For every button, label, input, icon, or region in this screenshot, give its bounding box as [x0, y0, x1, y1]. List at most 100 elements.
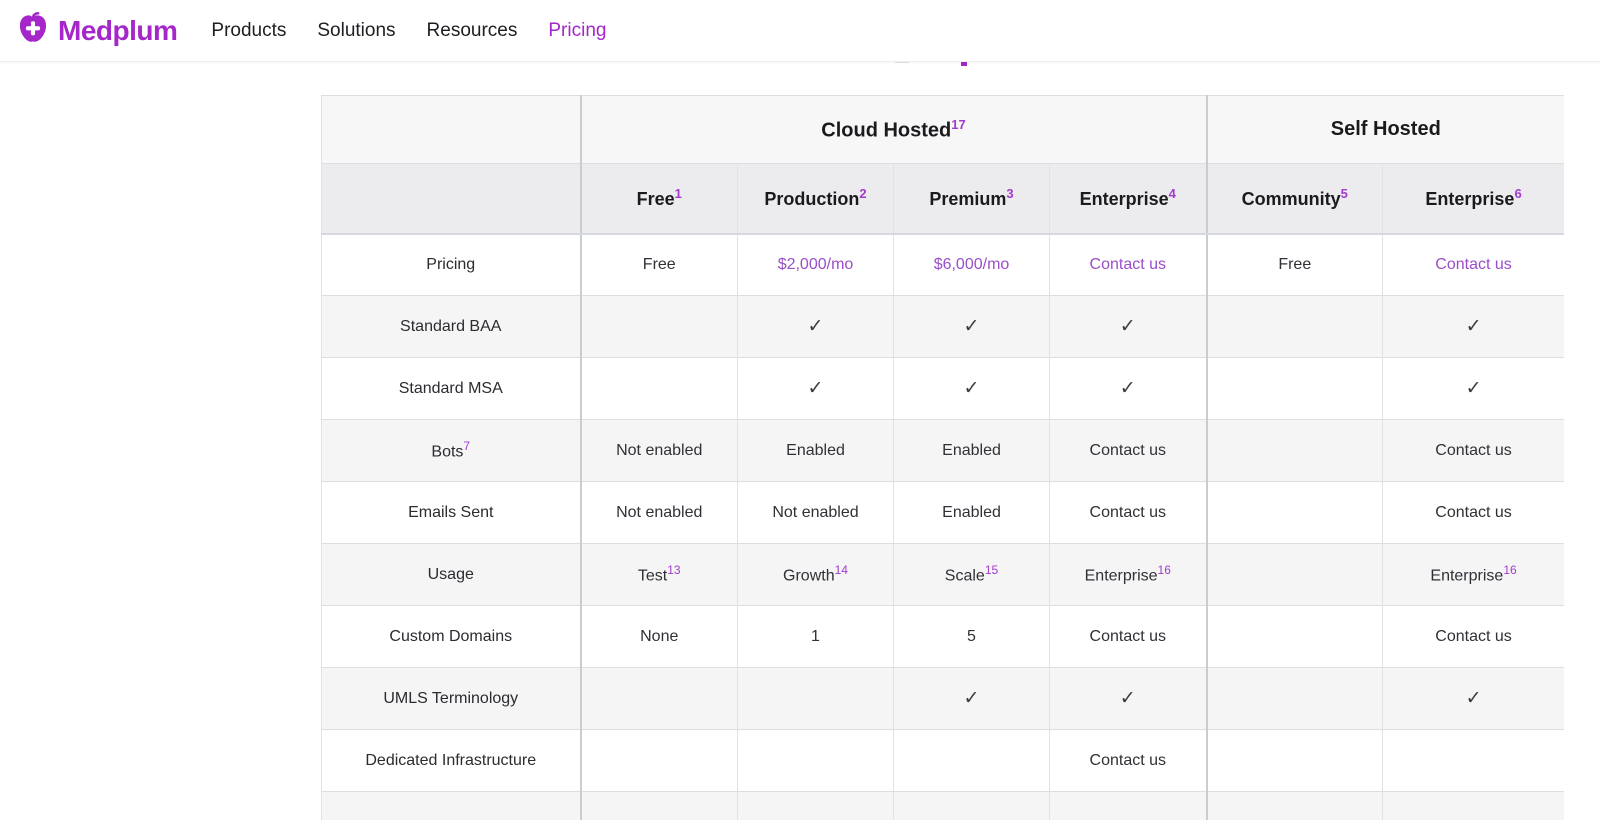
check-icon: ✓ — [1119, 688, 1136, 709]
table-row — [321, 791, 1564, 820]
cell: Enterprise16 — [1048, 543, 1208, 606]
column-header-label: Free — [636, 189, 675, 210]
footnote-sup[interactable]: 1 — [674, 186, 682, 202]
cell: Scale15 — [893, 543, 1050, 606]
cell-text: 1 — [811, 627, 820, 645]
group-header-self-hosted: Self Hosted — [1205, 95, 1564, 164]
row-label: Standard BAA — [321, 295, 581, 358]
cell: Contact us — [1048, 481, 1208, 544]
footnote-sup[interactable]: 17 — [951, 116, 966, 132]
pricing-table-wrap: Cloud Hosted17 Self Hosted Free1 Production… — [321, 95, 1564, 820]
footnote-sup[interactable]: 14 — [834, 563, 848, 578]
footnote-sup[interactable]: 2 — [859, 186, 867, 202]
cell-text: Not enabled — [616, 441, 703, 459]
empty-cell — [893, 729, 1050, 792]
empty-cell — [737, 791, 894, 820]
cell-text: Free — [1278, 255, 1312, 273]
medplum-logo[interactable]: Medplum — [16, 11, 178, 50]
row-label: Emails Sent — [321, 481, 581, 544]
table-row: Emails Sent Not enabled Not enabled Enabled… — [321, 481, 1564, 544]
column-header-premium-3: Premium3 — [893, 163, 1050, 235]
column-header-label: Production — [764, 189, 860, 210]
logo-text: Medplum — [58, 14, 178, 46]
check-icon: ✓ — [1465, 688, 1482, 709]
cell-text: Enabled — [942, 503, 1001, 521]
column-header-label: Premium — [929, 189, 1007, 210]
nav-links: Products Solutions Resources Pricing — [211, 20, 606, 42]
cell: ✓ — [1048, 295, 1208, 358]
group-header-cloud-hosted: Cloud Hosted17 — [579, 95, 1208, 164]
empty-cell — [1205, 667, 1384, 730]
row-label: Usage — [321, 543, 581, 606]
footnote-sup[interactable]: 6 — [1514, 186, 1522, 202]
row-label-text: Standard MSA — [398, 379, 503, 397]
cell: Enabled — [893, 419, 1050, 482]
column-header-free-1: Free1 — [579, 163, 738, 235]
footnote-sup[interactable]: 16 — [1157, 563, 1171, 578]
cell: 1 — [737, 605, 894, 668]
row-label-text: Bots — [431, 443, 464, 461]
footnote-sup[interactable]: 5 — [1340, 186, 1348, 202]
cell: ✓ — [1048, 357, 1208, 420]
cell: Enabled — [893, 481, 1050, 544]
group-header-row: Cloud Hosted17 Self Hosted — [321, 95, 1564, 164]
cell-text: Contact us — [1435, 503, 1512, 521]
footnote-sup[interactable]: 13 — [667, 563, 681, 578]
cell: Contact us — [1382, 605, 1564, 668]
check-icon: ✓ — [963, 378, 980, 399]
cell: ✓ — [1048, 667, 1208, 730]
cell: ✓ — [1382, 295, 1564, 358]
empty-cell — [1205, 791, 1384, 820]
cell-link[interactable]: $6,000/mo — [933, 255, 1010, 273]
nav-link-resources[interactable]: Resources — [426, 19, 518, 41]
footnote-sup[interactable]: 15 — [984, 563, 999, 578]
cell-link[interactable]: Contact us — [1435, 255, 1512, 273]
nav-link-pricing[interactable]: Pricing — [548, 19, 607, 41]
column-header-label: Community — [1241, 189, 1341, 210]
cell-text: Contact us — [1089, 751, 1166, 769]
footnote-sup[interactable]: 7 — [463, 439, 471, 454]
cell: 5 — [893, 605, 1050, 668]
empty-cell — [737, 729, 894, 792]
nav-link-products[interactable]: Products — [211, 19, 287, 41]
empty-cell — [1205, 729, 1384, 792]
cell: Contact us — [1382, 419, 1564, 482]
cell: $6,000/mo — [893, 233, 1050, 296]
footnote-sup[interactable]: 3 — [1006, 186, 1014, 202]
check-icon: ✓ — [807, 378, 824, 399]
cell-text: Enabled — [786, 441, 845, 459]
nav-link-solutions[interactable]: Solutions — [317, 19, 396, 41]
row-label-text: Pricing — [426, 255, 476, 273]
pricing-table-head: Cloud Hosted17 Self Hosted Free1 Production… — [321, 95, 1564, 235]
cell-text: Not enabled — [772, 503, 859, 521]
empty-cell — [579, 729, 738, 792]
table-row: Standard MSA ✓ ✓ ✓ ✓ — [321, 357, 1564, 420]
empty-cell — [579, 357, 738, 420]
pricing-table: Cloud Hosted17 Self Hosted Free1 Production… — [321, 95, 1564, 820]
cell-link[interactable]: Contact us — [1089, 255, 1166, 273]
cell: Contact us — [1048, 419, 1208, 482]
footnote-sup[interactable]: 16 — [1503, 563, 1517, 578]
table-row: UMLS Terminology ✓ ✓ ✓ — [321, 667, 1564, 730]
empty-cell — [737, 667, 894, 730]
cell: Contact us — [1048, 729, 1208, 792]
check-icon: ✓ — [1465, 378, 1482, 399]
scrolled-link-fragment — [961, 61, 967, 66]
cell: Not enabled — [579, 481, 738, 544]
navbar: Medplum Products Solutions Resources Pri… — [0, 0, 1600, 62]
table-row: Dedicated Infrastructure Contact us — [321, 729, 1564, 792]
empty-cell — [579, 791, 738, 820]
cell: Not enabled — [737, 481, 894, 544]
row-label: UMLS Terminology — [321, 667, 581, 730]
cell-text: 5 — [967, 627, 976, 645]
cell-link[interactable]: $2,000/mo — [777, 255, 854, 273]
cell-text: Contact us — [1089, 503, 1166, 521]
empty-cell — [1205, 357, 1384, 420]
cell-text: Enabled — [942, 441, 1001, 459]
cell-text: Contact us — [1435, 627, 1512, 645]
table-row: Standard BAA ✓ ✓ ✓ ✓ — [321, 295, 1564, 358]
footnote-sup[interactable]: 4 — [1168, 186, 1176, 202]
group-header-label: Self Hosted — [1330, 118, 1441, 140]
cell-text: Contact us — [1089, 627, 1166, 645]
cell-text: Enterprise — [1430, 567, 1504, 585]
